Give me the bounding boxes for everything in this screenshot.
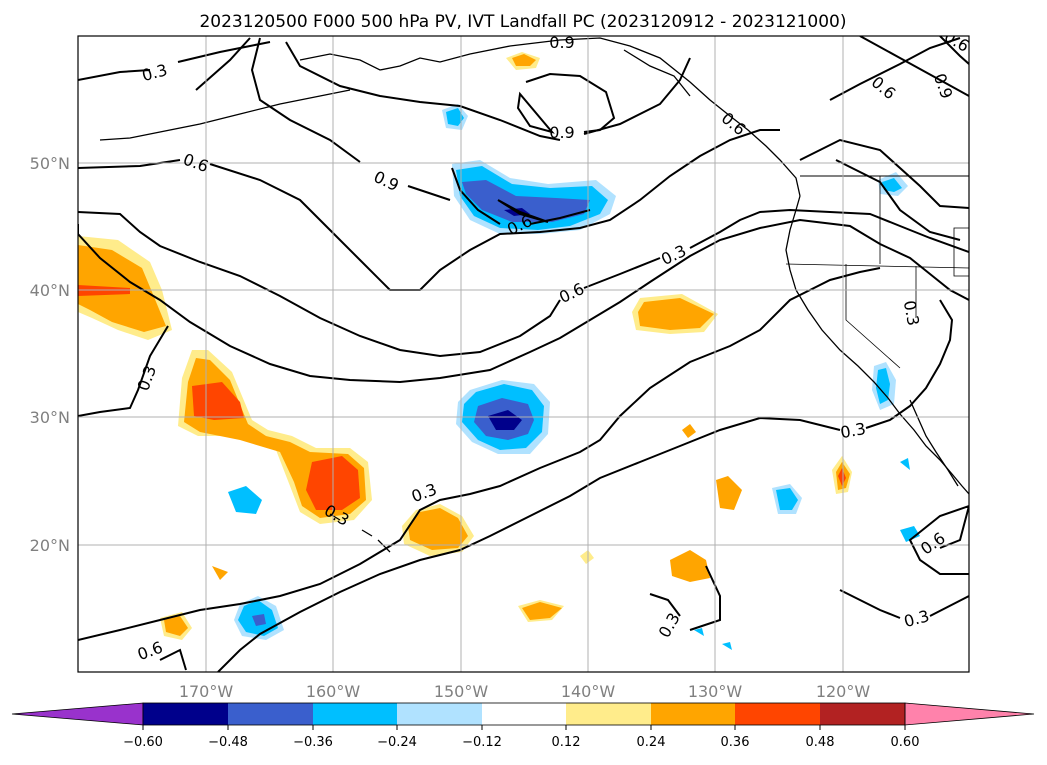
map-panel: 0.3 0.6 0.9 0.9 0.6 0.9 0.6 0.3 0.6 0.3 … xyxy=(77,33,970,673)
colorbar-segment xyxy=(397,703,482,725)
positive-anomaly-fills xyxy=(78,52,852,640)
lat-tick-label: 30°N xyxy=(30,408,70,427)
contour-label: 0.9 xyxy=(549,33,574,52)
lon-tick-label: 120°W xyxy=(816,682,871,701)
lon-tick-label: 150°W xyxy=(434,682,489,701)
colorbar-tick-label: 0.12 xyxy=(552,735,581,750)
colorbar-tick-label: −0.60 xyxy=(123,735,163,750)
colorbar-tick-label: −0.12 xyxy=(462,735,502,750)
colorbar-tick-label: 0.36 xyxy=(721,735,750,750)
colorbar: −0.60 −0.48 −0.36 −0.24 −0.12 0.12 0.24 … xyxy=(11,702,1035,750)
colorbar-tick-label: 0.60 xyxy=(891,735,920,750)
colorbar-tick-label: 0.48 xyxy=(806,735,835,750)
lat-tick-label: 20°N xyxy=(30,536,70,555)
colorbar-tick-label: −0.36 xyxy=(293,735,333,750)
contour-label: 0.3 xyxy=(900,299,923,327)
colorbar-tick-label: −0.24 xyxy=(377,735,417,750)
lat-tick-label: 50°N xyxy=(30,154,70,173)
contour-label: 0.3 xyxy=(839,419,867,442)
lon-tick-label: 170°W xyxy=(179,682,234,701)
coastlines xyxy=(99,37,969,553)
colorbar-segment xyxy=(228,703,313,725)
colorbar-segment xyxy=(566,703,651,725)
colorbar-segment xyxy=(313,703,397,725)
colorbar-tick-label: −0.48 xyxy=(208,735,248,750)
colorbar-segment xyxy=(651,703,735,725)
lon-tick-label: 130°W xyxy=(688,682,743,701)
colorbar-tick-label: 0.24 xyxy=(637,735,666,750)
contour-lines xyxy=(78,36,969,672)
colorbar-segment xyxy=(820,703,905,725)
map-frame xyxy=(77,35,970,673)
contour-label: 0.9 xyxy=(549,123,574,142)
lon-tick-label: 140°W xyxy=(561,682,616,701)
latitude-tick-labels: 50°N 40°N 30°N 20°N xyxy=(30,154,70,555)
gridlines xyxy=(78,36,969,672)
colorbar-extend-low xyxy=(11,702,144,726)
colorbar-segment xyxy=(482,703,566,725)
colorbar-frame xyxy=(142,702,906,726)
map-title: 2023120500 F000 500 hPa PV, IVT Landfall… xyxy=(199,12,846,32)
lon-tick-label: 160°W xyxy=(306,682,361,701)
longitude-tick-labels: 170°W 160°W 150°W 140°W 130°W 120°W xyxy=(179,682,871,701)
colorbar-segment xyxy=(143,703,228,725)
colorbar-extend-high xyxy=(904,702,1035,726)
negative-anomaly-fills xyxy=(228,104,920,650)
colorbar-segment xyxy=(735,703,820,725)
lat-tick-label: 40°N xyxy=(30,281,70,300)
